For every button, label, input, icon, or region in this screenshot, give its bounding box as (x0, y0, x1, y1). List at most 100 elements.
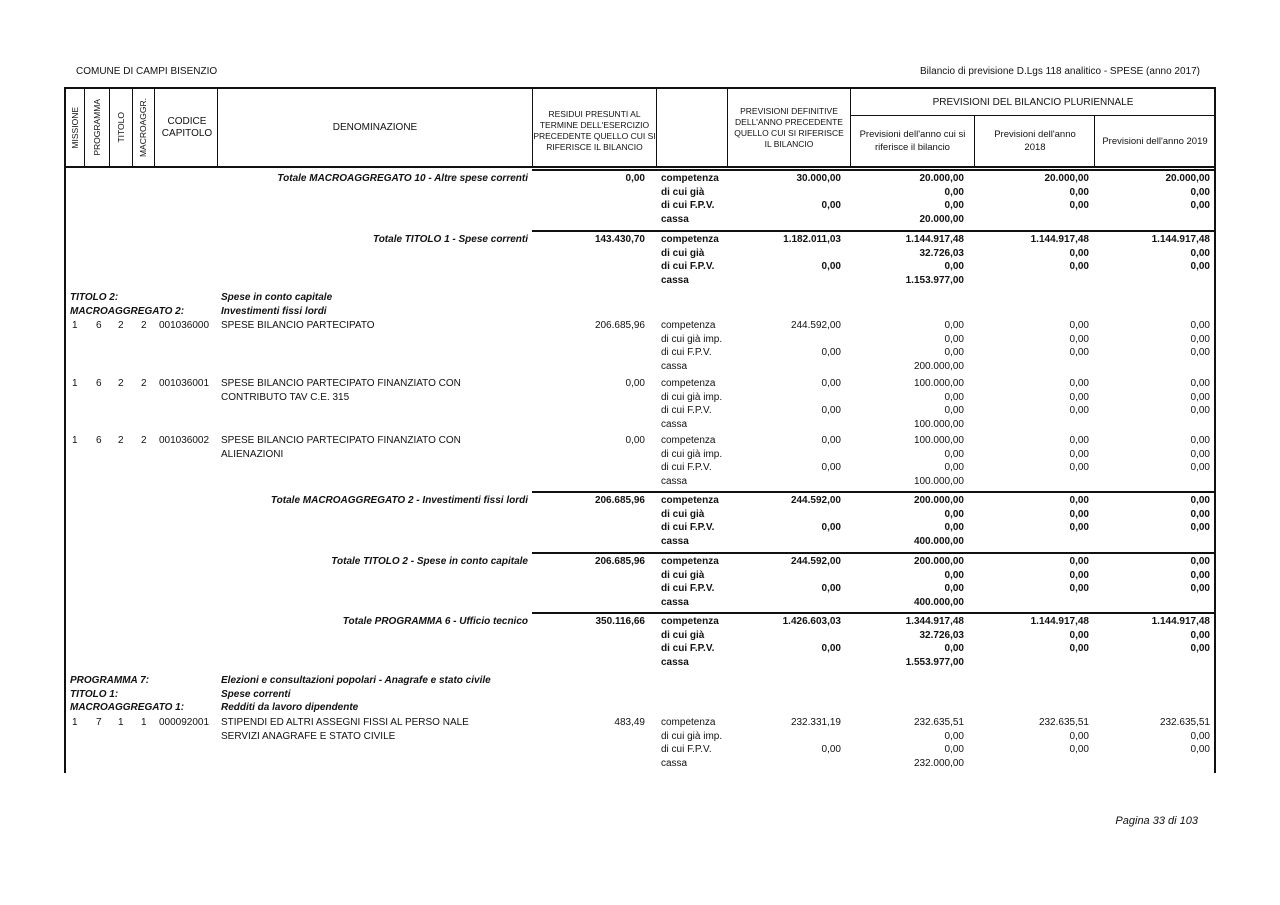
col-divider (727, 87, 729, 167)
anno-value: 32.726,03 (919, 629, 965, 641)
y2019-value: 0,00 (1190, 405, 1210, 417)
denominazione: CONTRIBUTO TAV C.E. 315 (221, 391, 350, 403)
col-header-2018: Previsioni dell'anno 2018 (994, 129, 1076, 153)
anno-value: 0,00 (944, 569, 964, 581)
prev-def-value: 0,00 (821, 583, 841, 595)
y2019-value: 0,00 (1190, 435, 1210, 446)
line-label: competenza (661, 435, 716, 446)
y2018-value: 0,00 (1069, 556, 1089, 567)
report-title: Bilancio di previsione D.Lgs 118 analiti… (920, 66, 1200, 77)
line-label: cassa (661, 213, 689, 225)
classification-code: 6 (96, 435, 102, 446)
residui-value: 143.430,70 (594, 234, 645, 245)
anno-value: 0,00 (944, 391, 964, 403)
y2018-value: 0,00 (1069, 583, 1089, 595)
residui-value: 0,00 (625, 173, 645, 184)
residui-value: 0,00 (625, 378, 645, 389)
line-label: competenza (661, 320, 716, 331)
col-header-prev-def: PREVISIONI DEFINITIVE DELL'ANNO PRECEDEN… (734, 105, 844, 149)
y2019-value: 0,00 (1190, 391, 1210, 403)
prev-def-value: 0,00 (821, 200, 841, 212)
anno-value: 0,00 (944, 186, 964, 198)
anno-value: 0,00 (944, 730, 964, 742)
classification-code: 2 (141, 378, 147, 389)
prev-def-value: 244.592,00 (790, 320, 841, 331)
col-divider (154, 87, 156, 167)
y2018-value: 0,00 (1069, 347, 1089, 359)
y2018-value: 0,00 (1069, 462, 1089, 474)
anno-value: 100.000,00 (913, 475, 964, 487)
y2018-value: 1.144.917,48 (1030, 616, 1089, 627)
col-header-programma: PROGRAMMA (91, 99, 102, 156)
y2018-value: 0,00 (1069, 405, 1089, 417)
anno-value: 0,00 (944, 583, 964, 595)
line-label: di cui già (661, 569, 705, 581)
y2018-value: 0,00 (1069, 495, 1089, 506)
anno-value: 100.000,00 (913, 378, 964, 389)
y2019-value: 0,00 (1190, 522, 1210, 534)
col-header-titolo: TITOLO (115, 112, 126, 143)
y2019-value: 0,00 (1190, 730, 1210, 742)
anno-value: 0,00 (944, 200, 964, 212)
classification-code: 1 (72, 378, 78, 389)
y2019-value: 0,00 (1190, 462, 1210, 474)
y2019-value: 0,00 (1190, 583, 1210, 595)
y2019-value: 1.144.917,48 (1151, 616, 1210, 627)
anno-value: 0,00 (944, 405, 964, 417)
line-label: competenza (661, 378, 716, 389)
col-header-residui: RESIDUI PRESUNTI AL TERMINE DELL'ESERCIZ… (533, 108, 656, 152)
prev-def-value: 0,00 (821, 744, 841, 756)
col-divider (850, 87, 852, 167)
col-header-denominazione: DENOMINAZIONE (332, 122, 418, 133)
denominazione: ALIENAZIONI (221, 448, 284, 460)
line-label: di cui F.P.V. (661, 261, 715, 273)
total-separator (532, 230, 1216, 232)
col-header-codice: CODICE CAPITOLO (161, 115, 213, 139)
anno-value: 0,00 (944, 333, 964, 345)
y2019-value: 0,00 (1190, 508, 1210, 520)
section-key: MACROAGGREGATO 2: (70, 305, 185, 317)
anno-value: 1.153.977,00 (905, 274, 964, 286)
line-label: competenza (661, 234, 719, 245)
anno-value: 200.000,00 (913, 495, 964, 506)
y2018-value: 0,00 (1069, 508, 1089, 520)
residui-value: 206.685,96 (594, 495, 645, 506)
line-label: di cui già (661, 247, 705, 259)
col-divider (84, 87, 86, 167)
prev-def-value: 0,00 (821, 435, 841, 446)
anno-value: 0,00 (944, 744, 964, 756)
y2019-value: 0,00 (1190, 347, 1210, 359)
line-label: di cui già imp. (661, 391, 723, 403)
line-label: di cui già imp. (661, 730, 723, 742)
classification-code: 1 (72, 435, 78, 446)
anno-value: 0,00 (944, 320, 964, 331)
y2018-value: 0,00 (1069, 186, 1089, 198)
col-header-anno: Previsioni dell'anno cui si riferisce il… (859, 129, 966, 153)
section-key: MACROAGGREGATO 1: (70, 702, 185, 714)
y2018-value: 0,00 (1069, 569, 1089, 581)
anno-value: 0,00 (944, 508, 964, 520)
anno-value: 0,00 (944, 462, 964, 474)
prev-def-value: 0,00 (821, 643, 841, 655)
line-label: di cui F.P.V. (661, 522, 715, 534)
anno-value: 100.000,00 (913, 418, 964, 430)
prev-def-value: 0,00 (821, 261, 841, 273)
residui-value: 350.116,66 (595, 616, 646, 627)
anno-value: 1.344.917,48 (905, 616, 964, 627)
y2018-value: 1.144.917,48 (1030, 234, 1089, 245)
total-separator (532, 169, 1216, 171)
total-separator (532, 612, 1216, 614)
y2018-value: 0,00 (1069, 378, 1089, 389)
entity-name: COMUNE DI CAMPI BISENZIO (76, 66, 218, 77)
line-label: competenza (661, 495, 719, 506)
denominazione: SERVIZI ANAGRAFE E STATO CIVILE (221, 730, 396, 742)
y2018-value: 0,00 (1069, 247, 1089, 259)
y2018-value: 20.000,00 (1044, 173, 1090, 184)
total-label: Totale MACROAGGREGATO 10 - Altre spese c… (277, 173, 528, 184)
section-key: PROGRAMMA 7: (70, 675, 150, 686)
line-label: competenza (661, 556, 719, 567)
total-label: Totale MACROAGGREGATO 2 - Investimenti f… (270, 495, 528, 506)
line-label: competenza (661, 616, 719, 627)
classification-code: 2 (118, 378, 124, 389)
line-label: competenza (661, 717, 716, 728)
